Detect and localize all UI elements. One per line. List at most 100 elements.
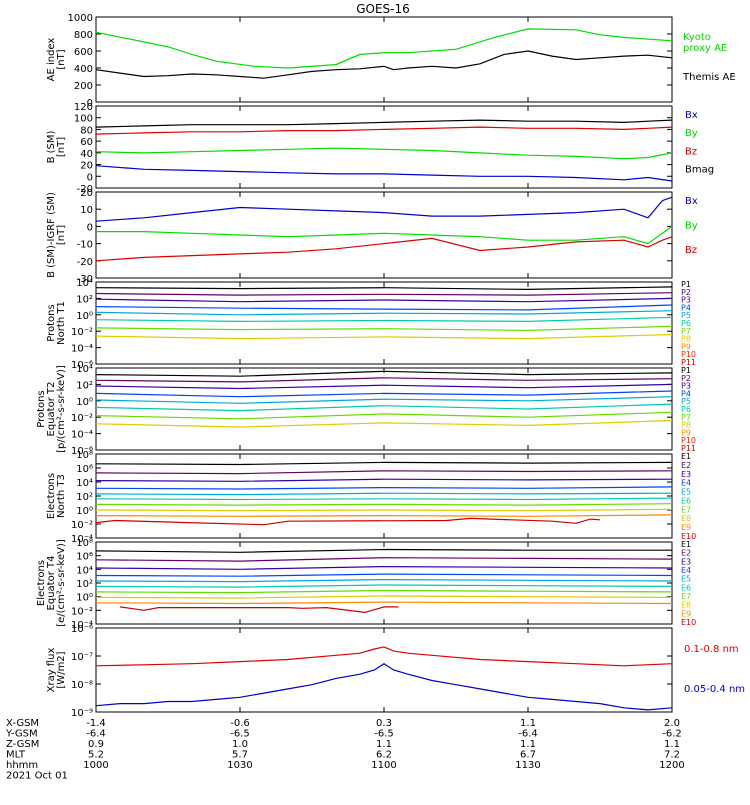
xaxis-row-value: 1130 [515, 760, 540, 771]
legend-label-digrf: Bz [685, 245, 697, 256]
ylabel-xray: [W/m2] [56, 651, 67, 688]
series-line-digrf-bx [95, 196, 673, 222]
legend-label-pe: P6 [681, 405, 691, 414]
series-line-pn-p3 [95, 297, 673, 303]
legend-label-ee: E8 [681, 601, 691, 610]
legend-label-pn: P7 [681, 327, 691, 336]
legend-label-pn: P2 [681, 288, 691, 297]
series-line-pe-p6 [95, 403, 673, 412]
legend-label-en: E8 [681, 514, 691, 523]
series-line-en-e2 [95, 470, 673, 475]
series-line-pe-p3 [95, 383, 673, 390]
ytick-label-pe: 10² [76, 380, 93, 391]
series-line-pe-p7 [95, 411, 673, 420]
ytick-label-en: 10⁻⁴ [71, 534, 93, 545]
ytick-label-ae: 1000 [68, 13, 93, 24]
legend-label-ee: E3 [681, 557, 691, 566]
ytick-label-bsm: 0 [87, 172, 93, 183]
series-line-en-e6 [95, 497, 673, 501]
ytick-label-xray: 10⁻⁶ [71, 624, 93, 635]
series-line-digrf-bz [95, 236, 673, 262]
ylabel-en: North T3 [56, 474, 67, 518]
xaxis-row-value: 1.1 [520, 739, 536, 750]
ylabel-ee: Electrons [36, 560, 47, 606]
legend-label-en: E5 [681, 488, 691, 497]
ylabel-pn: Protons [46, 304, 57, 341]
ytick-label-pe: 10⁰ [76, 397, 93, 408]
legend-label-pn: P3 [681, 296, 691, 305]
legend-label-pn: P6 [681, 319, 691, 328]
ytick-label-en: 10⁸ [76, 450, 93, 461]
ytick-label-pn: 10² [76, 294, 93, 305]
series-line-ee-e3 [95, 565, 673, 570]
ytick-label-digrf: 10 [80, 205, 93, 216]
ytick-label-pn: 10⁻⁴ [71, 344, 93, 355]
panel-frame-xray [95, 627, 673, 713]
xaxis-row-value: 1.1 [376, 739, 392, 750]
legend-label-pn: P4 [681, 303, 691, 312]
series-line-pn-p2 [95, 292, 673, 296]
legend-label-en: E4 [681, 479, 691, 488]
xaxis-row-value: 5.7 [232, 750, 248, 761]
ytick-label-ae: 200 [74, 81, 93, 92]
series-line-en-e10 [95, 517, 601, 526]
legend-label-pe: P5 [681, 397, 691, 406]
ytick-label-en: 10⁴ [76, 478, 93, 489]
ytick-label-pn: 10⁻⁶ [71, 360, 93, 371]
ytick-label-bsm: 20 [80, 161, 93, 172]
ytick-label-en: 10⁰ [76, 506, 93, 517]
ytick-label-pe: 10⁻⁴ [71, 430, 93, 441]
ytick-label-bsm: 60 [80, 137, 93, 148]
legend-label-ee: E6 [681, 583, 691, 592]
legend-label-ae: proxy AE [683, 43, 727, 54]
series-line-ee-e5 [95, 578, 673, 583]
xaxis-row-value: -6.5 [374, 729, 394, 740]
xaxis-row-value: 1030 [227, 760, 252, 771]
legend-label-bsm: By [685, 128, 698, 139]
series-line-ee-e8 [95, 595, 673, 599]
ytick-label-ee: 10⁸ [76, 538, 93, 549]
ytick-label-pe: 10⁴ [76, 364, 93, 375]
ytick-label-ae: 400 [74, 64, 93, 75]
legend-label-en: E3 [681, 470, 691, 479]
series-line-pn-p4 [95, 304, 673, 311]
ytick-label-digrf: -10 [77, 240, 93, 251]
series-line-pe-p2 [95, 377, 673, 383]
xaxis-row-value: 1000 [83, 760, 108, 771]
panel-frame-en [95, 453, 673, 539]
ytick-label-en: 10² [76, 492, 93, 503]
ylabel-pe: Protons [36, 390, 47, 427]
legend-label-en: E2 [681, 461, 691, 470]
legend-label-pn: P5 [681, 311, 691, 320]
legend-label-ee: E7 [681, 592, 691, 601]
xaxis-row-value: 1.1 [664, 739, 680, 750]
chart-title: GOES-16 [356, 2, 410, 16]
xaxis-row-value: 0.9 [88, 739, 104, 750]
ytick-label-bsm: 100 [74, 114, 93, 125]
series-line-ae-themis-ae [95, 50, 673, 79]
legend-label-pe: P4 [681, 389, 691, 398]
series-line-pn-p8 [95, 333, 673, 340]
legend-label-pn: P11 [681, 358, 696, 367]
legend-label-pe: P3 [681, 382, 691, 391]
xaxis-row-name: Z-GSM [6, 739, 39, 750]
series-line-ee-e4 [95, 573, 673, 577]
xaxis-row-name: Y-GSM [5, 729, 38, 740]
legend-label-pe: P2 [681, 374, 691, 383]
series-line-pe-p8 [95, 419, 673, 428]
legend-label-bsm: Bx [685, 110, 698, 121]
ytick-label-bsm: 80 [80, 125, 93, 136]
xaxis-row-value: -6.2 [662, 729, 682, 740]
ytick-label-bsm: 120 [74, 102, 93, 113]
legend-label-en: E9 [681, 523, 691, 532]
series-line-en-e8 [95, 508, 673, 512]
ytick-label-ee: 10⁴ [76, 565, 93, 576]
legend-label-pn: P9 [681, 342, 691, 351]
xaxis-row-value: -6.5 [230, 729, 250, 740]
xaxis-row-value: -0.6 [230, 718, 250, 729]
legend-label-en: E6 [681, 496, 691, 505]
ytick-label-pn: 10⁰ [76, 311, 93, 322]
xaxis-row-name: X-GSM [6, 718, 39, 729]
legend-label-ee: E10 [681, 618, 696, 627]
